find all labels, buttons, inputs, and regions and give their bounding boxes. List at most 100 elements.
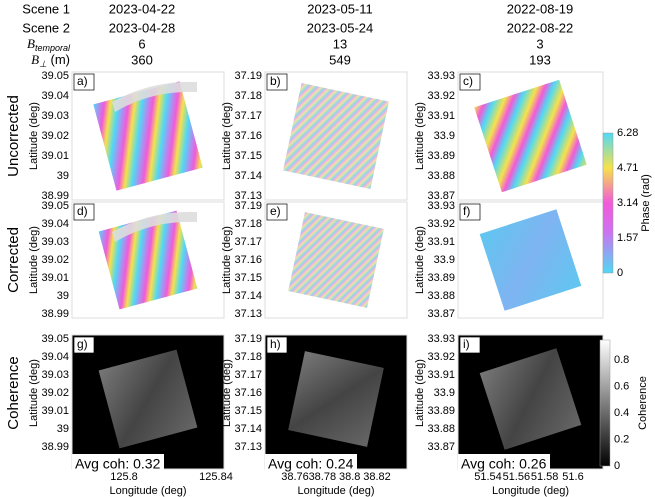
y-tick-label: 37.19 <box>234 200 262 212</box>
y-tick-label: 37.16 <box>234 254 262 266</box>
header-value: 549 <box>329 52 351 67</box>
panel-letter: b) <box>270 74 281 88</box>
panel-letter: f) <box>463 204 470 218</box>
colorbar-label: Coherence <box>637 376 649 430</box>
panel-letter: h) <box>270 337 281 351</box>
y-tick-label: 33.92 <box>427 351 455 363</box>
figure: Scene 12023-04-222023-05-112022-08-19Sce… <box>0 0 655 497</box>
interferogram <box>288 212 384 308</box>
header-value: 360 <box>131 52 153 67</box>
x-tick-label: 51.54 <box>474 471 502 483</box>
y-tick-label: 39.03 <box>41 236 69 248</box>
y-tick-label: 37.16 <box>234 130 262 142</box>
y-tick-label: 33.93 <box>427 200 455 212</box>
y-tick-label: 39.05 <box>41 70 69 82</box>
header-value: 3 <box>536 36 543 51</box>
y-axis-label: Latitude (deg) <box>28 359 40 427</box>
y-tick-label: 37.19 <box>234 333 262 345</box>
header-value: 2023-04-28 <box>109 20 176 35</box>
header-label: Btemporal <box>27 36 71 53</box>
colorbar-tick-label: 0.4 <box>614 407 629 419</box>
y-axis-label: Latitude (deg) <box>414 226 426 294</box>
header-value: 6 <box>138 36 145 51</box>
avg-coherence: Avg coh: 0.24 <box>268 456 354 472</box>
x-axis-label: Longitude (deg) <box>492 485 569 497</box>
y-tick-label: 33.9 <box>434 387 455 399</box>
x-tick-label: 125.84 <box>199 471 233 483</box>
y-tick-label: 38.99 <box>41 308 69 320</box>
y-tick-label: 33.9 <box>434 130 455 142</box>
y-tick-label: 37.17 <box>234 236 262 248</box>
x-tick-label: 38.8 <box>339 471 360 483</box>
x-tick-label: 38.82 <box>363 471 391 483</box>
y-tick-label: 33.89 <box>427 272 455 284</box>
x-tick-label: 51.6 <box>562 471 583 483</box>
y-tick-label: 37.17 <box>234 110 262 122</box>
y-tick-label: 39 <box>57 170 69 182</box>
header-value: 193 <box>529 52 551 67</box>
avg-coherence: Avg coh: 0.26 <box>461 456 547 472</box>
y-tick-label: 39.02 <box>41 254 69 266</box>
header-value: 2022-08-19 <box>507 1 574 16</box>
colorbar-tick-label: 0.6 <box>614 380 629 392</box>
y-tick-label: 33.91 <box>427 110 455 122</box>
header-value: 13 <box>333 36 347 51</box>
header-value: 2022-08-22 <box>507 20 574 35</box>
y-tick-label: 37.18 <box>234 218 262 230</box>
colorbar <box>600 340 610 466</box>
panel-letter: c) <box>463 74 473 88</box>
x-tick-label: 51.56 <box>503 471 531 483</box>
y-tick-label: 37.17 <box>234 369 262 381</box>
y-tick-label: 39.02 <box>41 387 69 399</box>
y-tick-label: 39 <box>57 290 69 302</box>
x-axis-label: Longitude (deg) <box>109 485 186 497</box>
symbol: B <box>31 52 39 67</box>
y-tick-label: 39.01 <box>41 272 69 284</box>
y-tick-label: 33.92 <box>427 90 455 102</box>
y-axis-label: Latitude (deg) <box>414 359 426 427</box>
y-tick-label: 33.9 <box>434 254 455 266</box>
y-axis-label: Latitude (deg) <box>221 226 233 294</box>
y-tick-label: 33.91 <box>427 236 455 248</box>
unit: (m) <box>47 52 70 67</box>
colorbar-tick-label: 3.14 <box>617 197 638 209</box>
y-axis-label: Latitude (deg) <box>221 102 233 170</box>
y-tick-label: 33.89 <box>427 405 455 417</box>
y-tick-label: 38.99 <box>41 441 69 453</box>
y-tick-label: 33.89 <box>427 150 455 162</box>
panel-letter: a) <box>77 74 88 88</box>
header-value: 2023-04-22 <box>109 1 176 16</box>
header-value: 2023-05-24 <box>307 20 374 35</box>
y-tick-label: 37.14 <box>234 423 262 435</box>
y-axis-label: Latitude (deg) <box>28 102 40 170</box>
y-tick-label: 37.18 <box>234 90 262 102</box>
row-label: Uncorrected <box>5 95 22 177</box>
interferogram <box>283 83 389 189</box>
interferogram <box>288 351 384 447</box>
colorbar-tick-label: 0.2 <box>614 433 629 445</box>
panel-letter: e) <box>270 204 281 218</box>
y-axis-label: Latitude (deg) <box>414 102 426 170</box>
colorbar <box>603 133 613 273</box>
y-tick-label: 37.14 <box>234 290 262 302</box>
row-label: Corrected <box>5 227 22 293</box>
y-tick-label: 37.15 <box>234 150 262 162</box>
header-label: Scene 1 <box>22 1 70 16</box>
y-tick-label: 33.91 <box>427 369 455 381</box>
x-axis-label: Longitude (deg) <box>297 485 374 497</box>
y-tick-label: 39 <box>57 423 69 435</box>
row-label: Coherence <box>5 356 22 429</box>
y-tick-label: 33.88 <box>427 423 455 435</box>
colorbar-tick-label: 0 <box>614 460 620 472</box>
y-tick-label: 39.05 <box>41 200 69 212</box>
x-tick-label: 51.58 <box>531 471 559 483</box>
header-label: B⊥ (m) <box>31 52 70 69</box>
panel-letter: d) <box>77 204 88 218</box>
y-tick-label: 37.18 <box>234 351 262 363</box>
header-value: 2023-05-11 <box>307 1 373 16</box>
subscript: ⊥ <box>39 59 47 69</box>
y-axis-label: Latitude (deg) <box>221 359 233 427</box>
x-tick-label: 125.8 <box>110 471 138 483</box>
y-tick-label: 39.04 <box>41 351 69 363</box>
y-tick-label: 33.88 <box>427 290 455 302</box>
